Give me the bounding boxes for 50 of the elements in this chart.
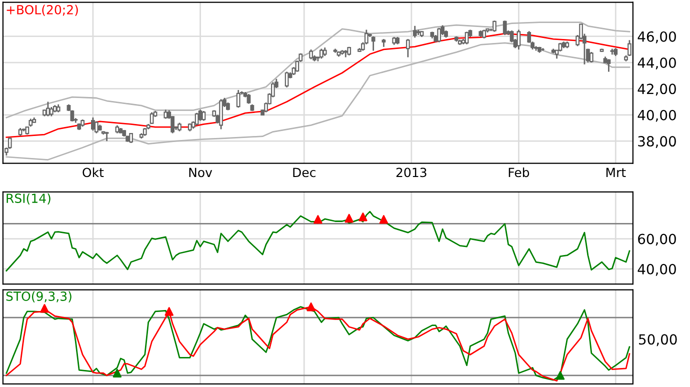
y-tick-label: 38,00 <box>638 136 676 148</box>
line-series <box>6 210 630 272</box>
candlestick <box>94 120 98 134</box>
line-series <box>6 42 630 160</box>
y-tick-label: 40,00 <box>638 110 676 122</box>
candlestick <box>91 116 95 132</box>
text: 50,00 <box>639 334 677 346</box>
candlestick <box>129 132 133 144</box>
y-tick-label: 46,00 <box>638 31 676 44</box>
candlestick <box>164 108 168 120</box>
x-tick-label: 2013 <box>396 168 426 178</box>
candlestick <box>589 51 594 64</box>
candlestick <box>464 31 469 45</box>
y-tick-label: 40,00 <box>638 264 676 276</box>
candlestick <box>606 58 611 72</box>
candlestick <box>198 108 202 122</box>
point <box>112 368 122 378</box>
candlestick <box>371 36 376 52</box>
y-tick-label: 42,00 <box>638 84 676 96</box>
chart-title: +BOL(20;2) <box>6 4 78 16</box>
point <box>40 304 49 313</box>
candlestick <box>49 106 54 117</box>
candlestick <box>412 25 417 38</box>
x-tick-label: Dec <box>293 168 316 178</box>
line-series <box>6 22 630 118</box>
chart-title: STO(9,3,3) <box>6 291 72 302</box>
candlestick <box>46 101 50 117</box>
point <box>306 302 316 312</box>
y-tick-label: 60,00 <box>638 234 676 246</box>
candlestick <box>284 71 289 88</box>
candlestick <box>236 89 240 108</box>
x-tick-label: Nov <box>189 168 212 178</box>
line-series <box>6 32 630 138</box>
candlestick <box>319 48 324 60</box>
x-tick-label: Mrt <box>606 168 626 177</box>
candlestick <box>406 38 410 58</box>
x-tick-label: Feb <box>508 167 530 178</box>
candlestick <box>492 20 496 32</box>
candlestick <box>502 20 507 36</box>
candlestick <box>516 29 521 50</box>
candlestick <box>202 110 206 122</box>
y-tick-label: 44,00 <box>638 58 676 70</box>
candlestick <box>437 27 442 43</box>
point <box>556 371 565 380</box>
x-tick-label: Okt <box>82 167 104 178</box>
point <box>164 307 174 316</box>
chart-title: RSI(14) <box>6 193 50 204</box>
candlestick <box>194 112 199 126</box>
candlestick <box>628 39 632 57</box>
candlestick <box>309 48 313 60</box>
